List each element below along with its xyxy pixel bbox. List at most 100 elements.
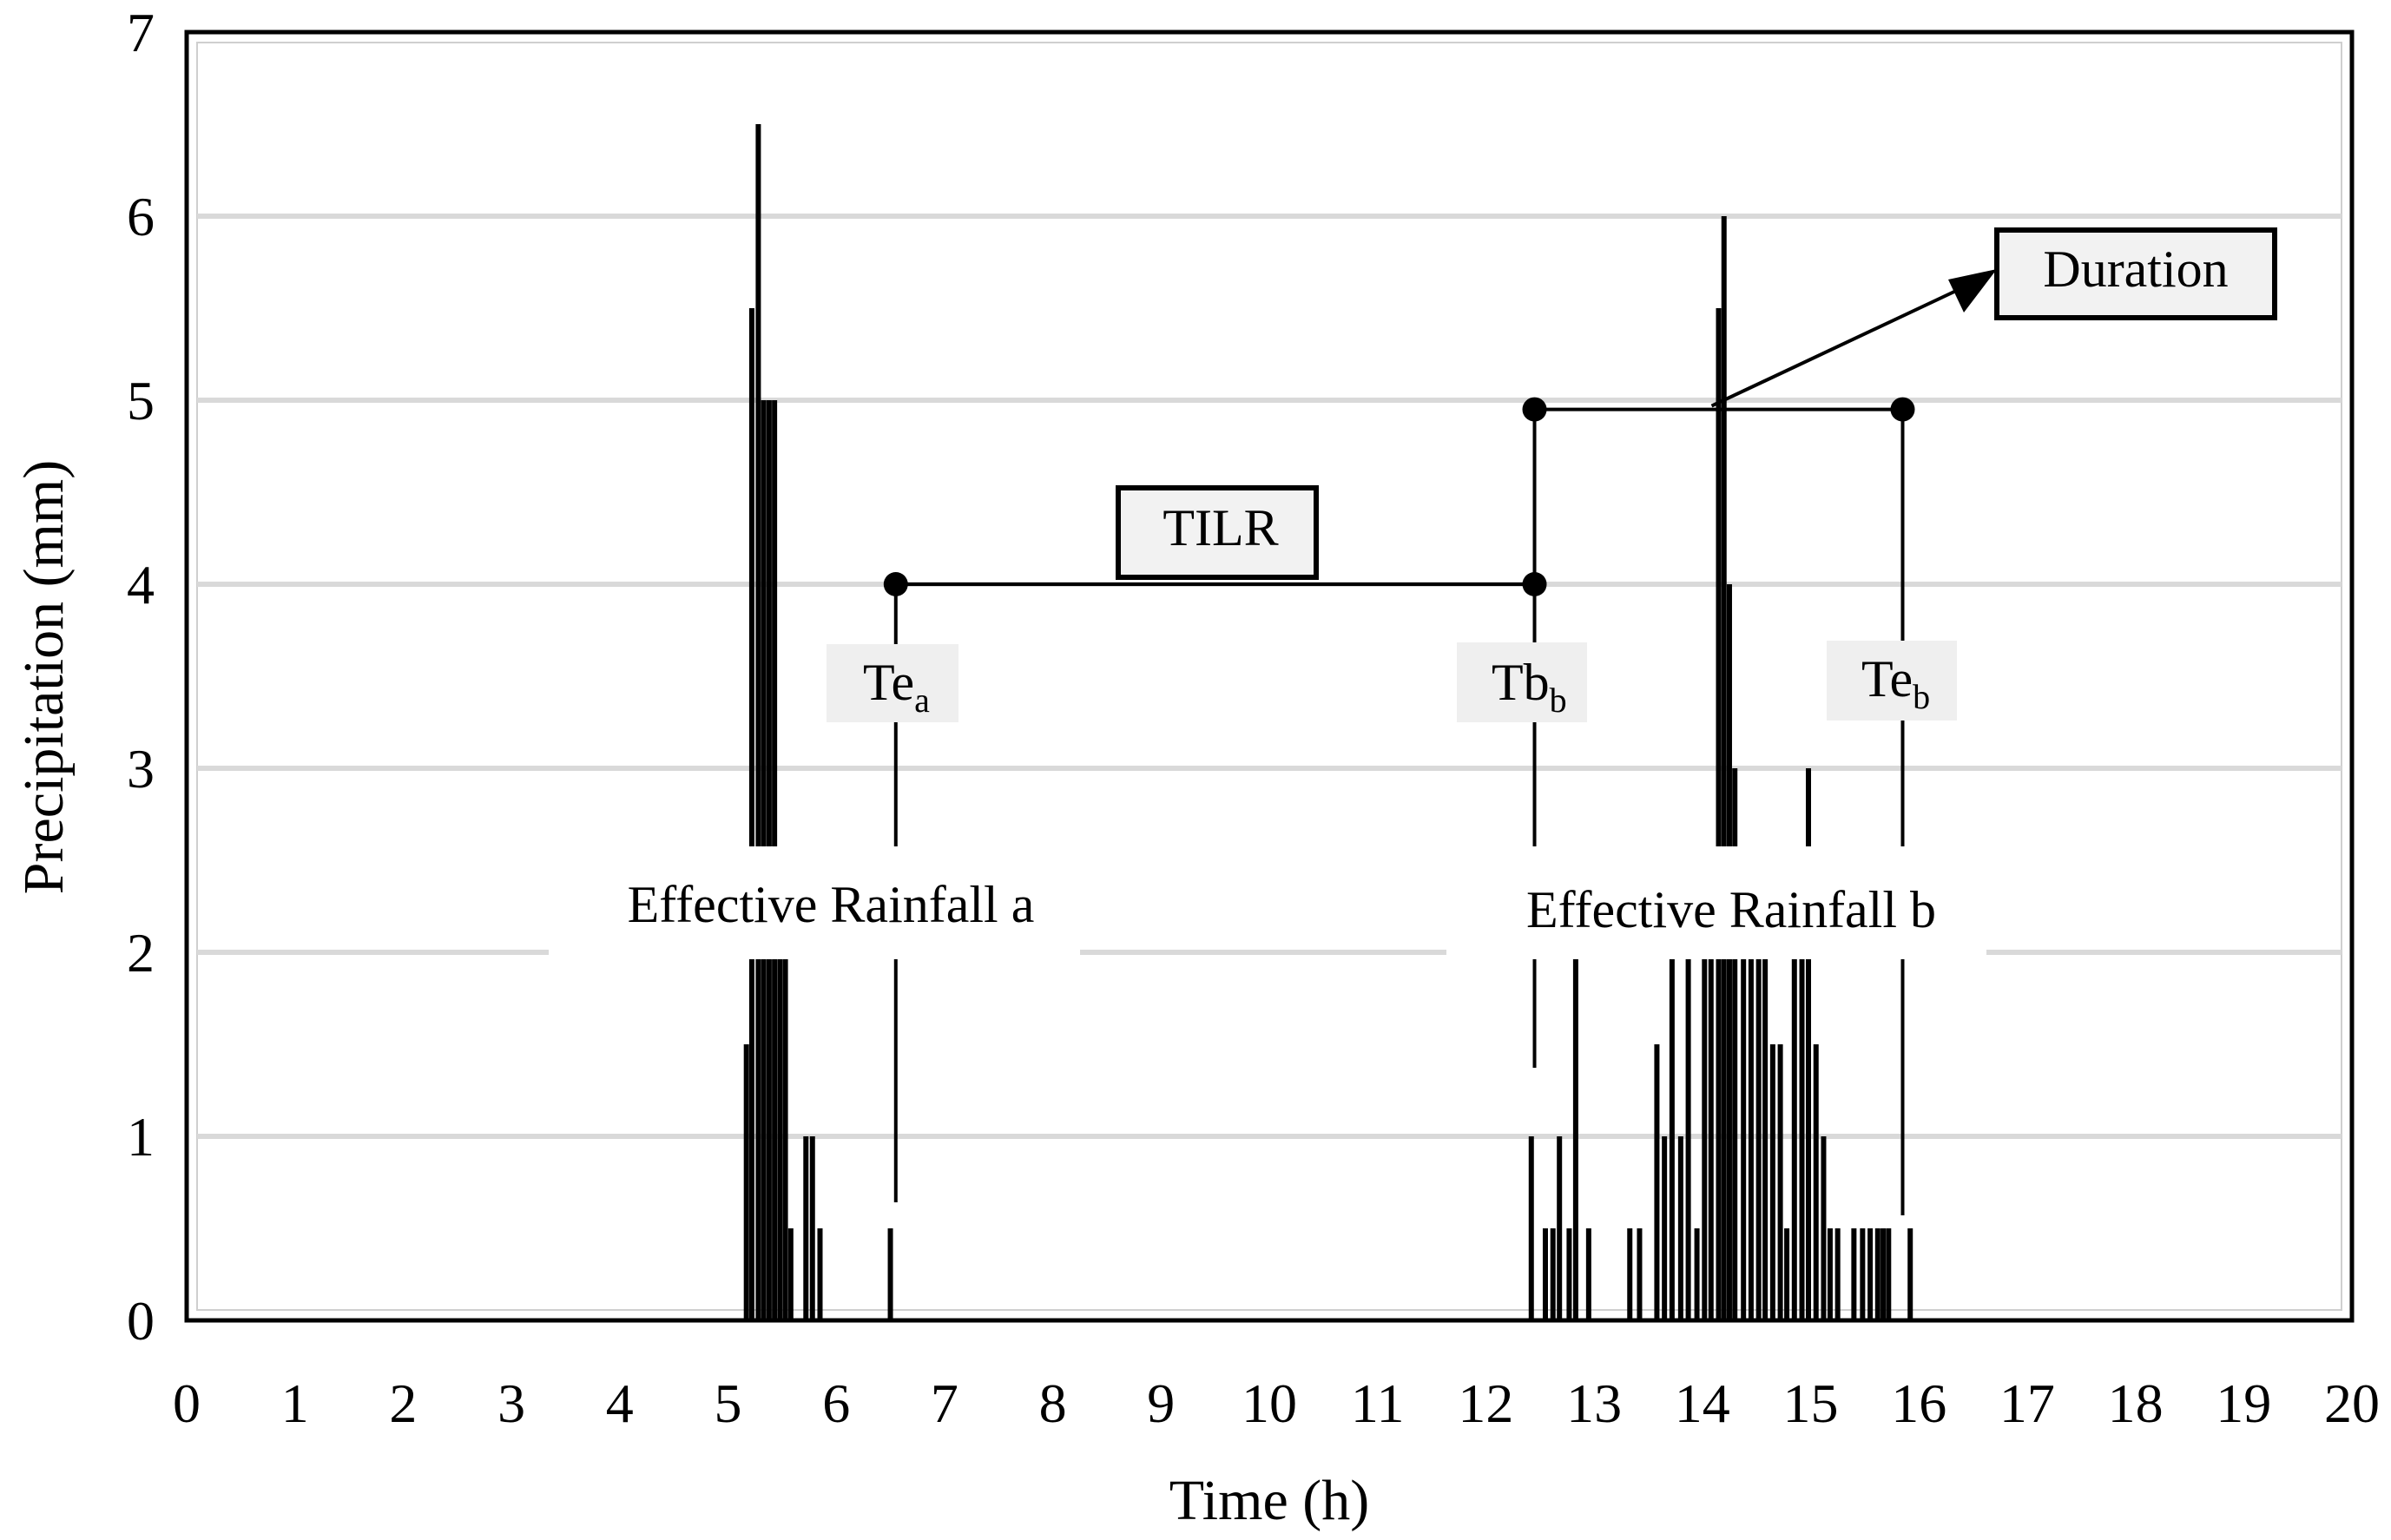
bar-0-26	[1685, 952, 1691, 1320]
bar-0-30	[1716, 308, 1722, 1320]
bar-0-23	[1662, 1136, 1668, 1320]
x-tick-7: 7	[931, 1372, 958, 1434]
tb-b-label-box	[1457, 642, 1587, 722]
svg-text:Tea: Tea	[863, 654, 930, 720]
bar-0-14	[1542, 1228, 1548, 1320]
tb-b-main: Tb	[1492, 654, 1550, 711]
bar-0-39	[1777, 1044, 1783, 1320]
bar-0-16	[1557, 1136, 1563, 1320]
bar-0-51	[1874, 1228, 1881, 1320]
bar-0-10	[809, 1136, 815, 1320]
x-tick-9: 9	[1147, 1372, 1175, 1434]
te-a-sub: a	[914, 681, 930, 720]
bar-0-17	[1566, 1228, 1572, 1320]
bar-0-27	[1694, 1228, 1700, 1320]
mask-effective-a	[549, 846, 1080, 959]
bar-0-31	[1721, 216, 1727, 1320]
y-tick-0: 0	[127, 1290, 155, 1352]
bar-0-18	[1572, 952, 1578, 1320]
y-axis-title: Precipitation (mm)	[12, 460, 76, 894]
bar-0-40	[1784, 1228, 1790, 1320]
bar-0-24	[1669, 952, 1675, 1320]
tb-b-label: Tbb	[1457, 642, 1587, 722]
x-tick-14: 14	[1675, 1372, 1730, 1434]
bar-0-11	[817, 1228, 823, 1320]
bar-0-41	[1791, 952, 1797, 1320]
mask-effective-b	[1446, 846, 1986, 959]
bar-0-43	[1806, 768, 1812, 1320]
effective-rainfall-b-label: Effective Rainfall b	[1526, 881, 1936, 938]
plot-inner-frame	[196, 42, 2342, 1311]
te-b-sub: b	[1913, 677, 1930, 716]
svg-text:Tbb: Tbb	[1492, 654, 1567, 720]
bar-0-25	[1677, 1136, 1683, 1320]
bar-0-20	[1627, 1228, 1633, 1320]
bar-0-38	[1769, 1044, 1775, 1320]
bar-0-8	[787, 1228, 794, 1320]
te-b-label: Teb	[1827, 641, 1957, 721]
bar-0-49	[1860, 1228, 1866, 1320]
bar-0-1	[748, 308, 754, 1320]
bar-0-35	[1748, 952, 1754, 1320]
x-tick-12: 12	[1458, 1372, 1513, 1434]
y-tick-6: 6	[127, 186, 155, 247]
bar-0-48	[1851, 1228, 1857, 1320]
marker-tb-b-tilr	[1522, 572, 1547, 596]
marker-tb-b-duration	[1522, 397, 1547, 422]
x-tick-11: 11	[1351, 1372, 1405, 1434]
x-tick-1: 1	[281, 1372, 309, 1434]
y-tick-1: 1	[127, 1106, 155, 1168]
te-a-main: Te	[863, 654, 914, 711]
duration-box: Duration	[1994, 227, 2277, 320]
effective-rainfall-a-label: Effective Rainfall a	[628, 876, 1035, 933]
bar-0-36	[1755, 952, 1762, 1320]
tb-b-sub: b	[1550, 681, 1567, 720]
tilr-box-frame	[1116, 485, 1319, 580]
y-tick-2: 2	[127, 922, 155, 984]
bar-0-0	[743, 1044, 749, 1320]
duration-label: Duration	[2043, 240, 2228, 298]
bar-0-19	[1585, 1228, 1591, 1320]
bar-0-33	[1732, 768, 1738, 1320]
y-tick-7: 7	[127, 2, 155, 63]
x-tick-13: 13	[1566, 1372, 1622, 1434]
y-tick-3: 3	[127, 738, 155, 800]
duration-box-frame	[1994, 227, 2277, 320]
x-tick-18: 18	[2108, 1372, 2164, 1434]
bar-0-50	[1867, 1228, 1874, 1320]
bar-0-22	[1654, 1044, 1660, 1320]
x-tick-17: 17	[1999, 1372, 2055, 1434]
bar-0-15	[1550, 1228, 1556, 1320]
x-tick-5: 5	[715, 1372, 742, 1434]
marker-te-a	[883, 572, 908, 596]
bar-0-37	[1762, 952, 1769, 1320]
bar-0-42	[1799, 952, 1805, 1320]
bar-0-13	[1528, 1136, 1534, 1320]
bar-0-12	[887, 1228, 893, 1320]
x-tick-4: 4	[606, 1372, 634, 1434]
te-a-label: Tea	[827, 644, 958, 722]
x-tick-2: 2	[389, 1372, 417, 1434]
x-axis-title: Time (h)	[1169, 1469, 1369, 1532]
te-a-label-box	[827, 644, 958, 722]
x-tick-19: 19	[2216, 1372, 2271, 1434]
y-tick-5: 5	[127, 370, 155, 431]
x-tick-labels: 0 1 2 3 4 5 6 7 8 9 10 11 12 13 14 15 16 17 18 19 20	[173, 1372, 2380, 1434]
te-b-label-box	[1827, 641, 1957, 721]
x-tick-3: 3	[497, 1372, 525, 1434]
bar-0-47	[1834, 1228, 1841, 1320]
y-tick-4: 4	[127, 554, 155, 615]
tilr-box: TILR	[1116, 485, 1319, 580]
bar-0-46	[1827, 1228, 1833, 1320]
x-tick-16: 16	[1891, 1372, 1946, 1434]
x-tick-10: 10	[1242, 1372, 1297, 1434]
te-b-main: Te	[1861, 650, 1913, 707]
duration-arrow-line	[1710, 282, 1972, 408]
bar-0-29	[1708, 952, 1714, 1320]
bar-0-9	[803, 1136, 809, 1320]
bar-0-7	[782, 952, 788, 1320]
x-tick-15: 15	[1783, 1372, 1839, 1434]
duration-arrowhead	[1948, 269, 1997, 313]
bar-0-45	[1821, 1136, 1827, 1320]
